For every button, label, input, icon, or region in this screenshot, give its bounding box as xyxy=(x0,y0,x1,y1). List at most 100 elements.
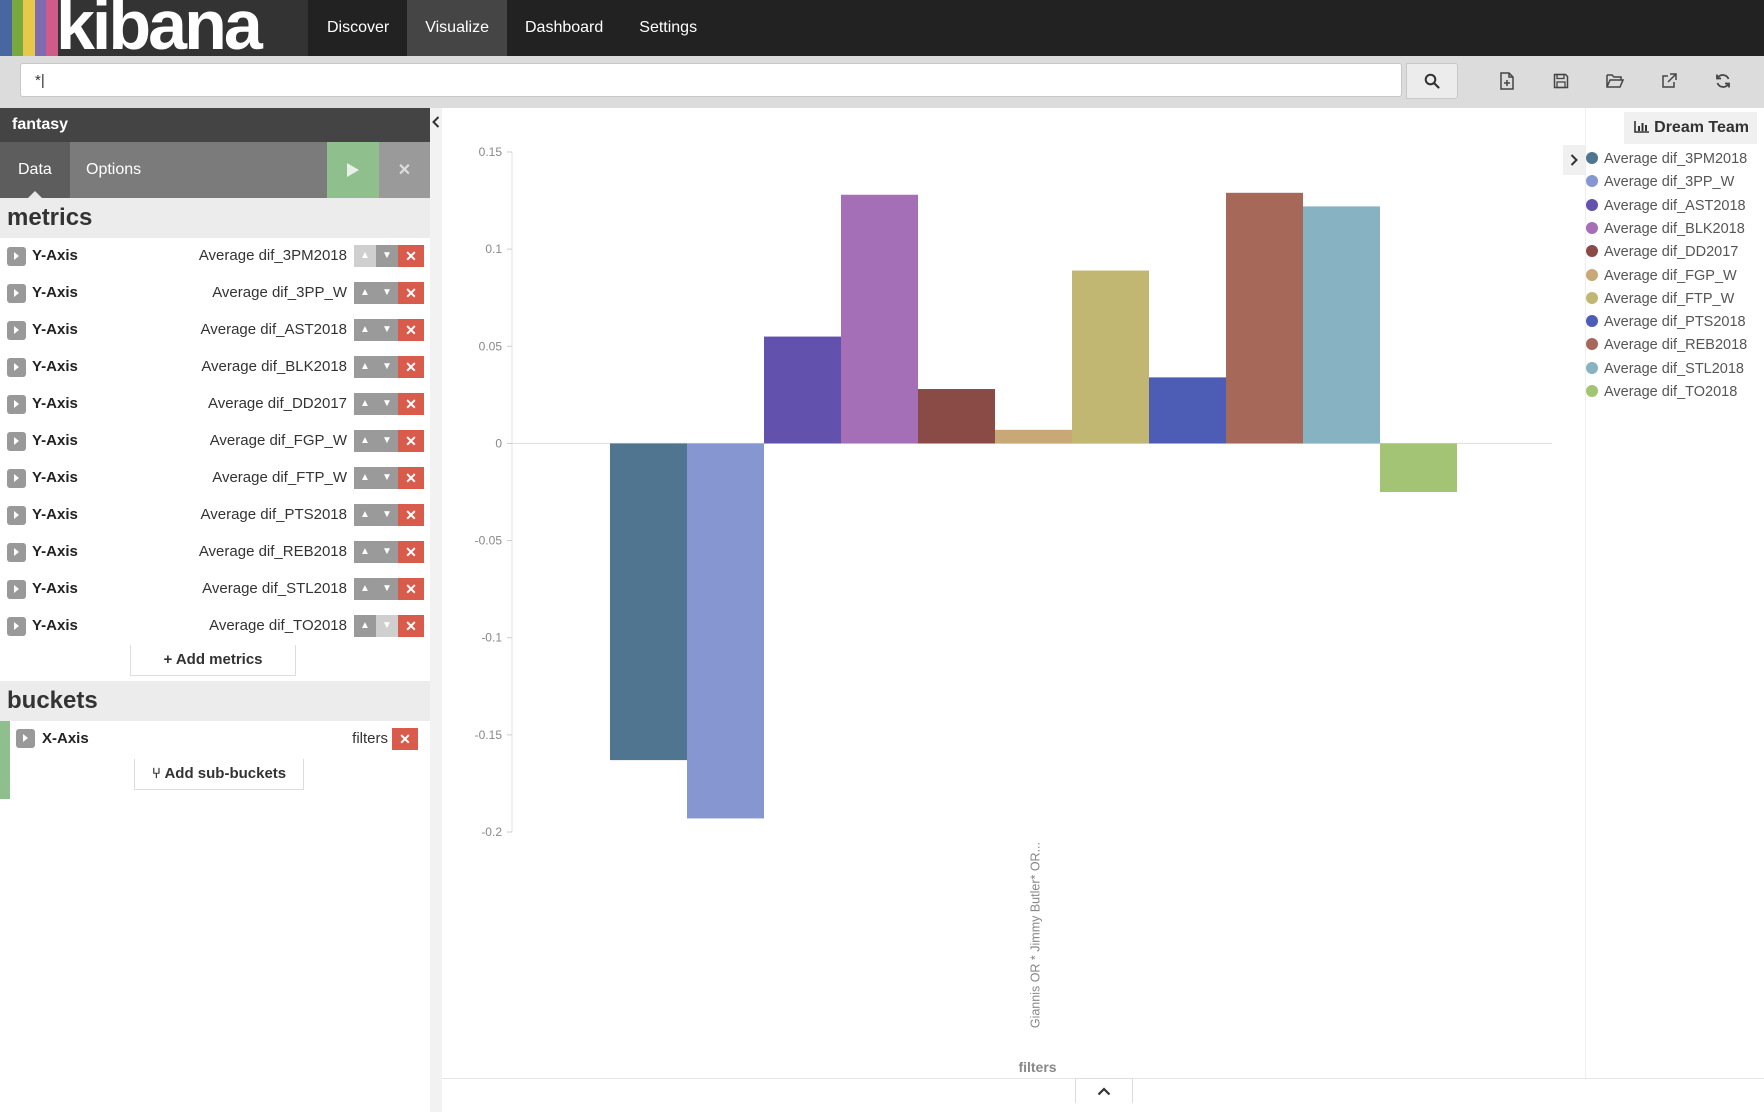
legend-item-label: Average dif_FGP_W xyxy=(1604,267,1737,284)
move-up-button[interactable]: ▲ xyxy=(354,430,376,452)
legend-item[interactable]: Average dif_TO2018 xyxy=(1586,384,1737,407)
nav-visualize[interactable]: Visualize xyxy=(407,0,507,56)
expand-icon[interactable] xyxy=(7,580,26,599)
metric-row[interactable]: Y-Axis Average dif_3PM2018 ▲ ▼ ✕ xyxy=(0,238,430,275)
metric-row[interactable]: Y-Axis Average dif_3PP_W ▲ ▼ ✕ xyxy=(0,275,430,312)
remove-metric-button[interactable]: ✕ xyxy=(398,615,424,637)
add-metrics-button[interactable]: + Add metrics xyxy=(130,645,296,676)
legend-toggle-button[interactable] xyxy=(1563,145,1585,175)
move-up-button[interactable]: ▲ xyxy=(354,504,376,526)
remove-metric-button[interactable]: ✕ xyxy=(398,504,424,526)
refresh-icon[interactable] xyxy=(1696,66,1750,96)
remove-metric-button[interactable]: ✕ xyxy=(398,430,424,452)
move-down-button[interactable]: ▼ xyxy=(376,430,398,452)
play-icon xyxy=(347,163,359,177)
tab-options[interactable]: Options xyxy=(86,161,142,178)
remove-metric-button[interactable]: ✕ xyxy=(398,319,424,341)
move-up-button[interactable]: ▲ xyxy=(354,578,376,600)
main-nav: Discover Visualize Dashboard Settings xyxy=(309,0,715,56)
bucket-row-x-axis[interactable]: X-Axis filters ✕ xyxy=(0,721,430,759)
nav-discover[interactable]: Discover xyxy=(327,19,390,36)
remove-metric-button[interactable]: ✕ xyxy=(398,245,424,267)
logo-stripe xyxy=(46,0,58,56)
move-down-button[interactable]: ▼ xyxy=(376,356,398,378)
legend-item[interactable]: Average dif_STL2018 xyxy=(1586,361,1744,384)
move-up-button[interactable]: ▲ xyxy=(354,393,376,415)
open-icon[interactable] xyxy=(1588,66,1642,96)
expand-icon[interactable] xyxy=(7,469,26,488)
move-up-button[interactable]: ▲ xyxy=(354,319,376,341)
legend-item[interactable]: Average dif_3PP_W xyxy=(1586,174,1734,197)
expand-icon[interactable] xyxy=(7,617,26,636)
remove-metric-button[interactable]: ✕ xyxy=(398,467,424,489)
move-up-button[interactable]: ▲ xyxy=(354,282,376,304)
expand-icon[interactable] xyxy=(7,506,26,525)
expand-icon[interactable] xyxy=(16,729,35,748)
share-icon[interactable] xyxy=(1642,66,1696,96)
metric-row[interactable]: Y-Axis Average dif_BLK2018 ▲ ▼ ✕ xyxy=(0,349,430,386)
remove-metric-button[interactable]: ✕ xyxy=(398,578,424,600)
nav-settings[interactable]: Settings xyxy=(639,19,698,36)
move-up-button[interactable]: ▲ xyxy=(354,356,376,378)
spy-toggle-button[interactable] xyxy=(1075,1078,1133,1103)
expand-icon[interactable] xyxy=(7,432,26,451)
search-button[interactable] xyxy=(1406,63,1458,99)
remove-bucket-button[interactable]: ✕ xyxy=(392,728,418,750)
legend-item[interactable]: Average dif_3PM2018 xyxy=(1586,151,1747,174)
move-down-button[interactable]: ▼ xyxy=(376,467,398,489)
remove-metric-button[interactable]: ✕ xyxy=(398,393,424,415)
new-visualization-icon[interactable] xyxy=(1480,66,1534,96)
expand-icon[interactable] xyxy=(7,395,26,414)
tab-data[interactable]: Data xyxy=(0,142,70,198)
metric-row[interactable]: Y-Axis Average dif_STL2018 ▲ ▼ ✕ xyxy=(0,571,430,608)
move-down-button[interactable]: ▼ xyxy=(376,319,398,341)
close-icon: ✕ xyxy=(397,162,412,179)
metric-row[interactable]: Y-Axis Average dif_PTS2018 ▲ ▼ ✕ xyxy=(0,497,430,534)
legend-item[interactable]: Average dif_PTS2018 xyxy=(1586,314,1746,337)
legend-item[interactable]: Average dif_BLK2018 xyxy=(1586,221,1745,244)
metric-type-label: Y-Axis xyxy=(32,432,78,449)
metric-row[interactable]: Y-Axis Average dif_DD2017 ▲ ▼ ✕ xyxy=(0,386,430,423)
nav-dashboard[interactable]: Dashboard xyxy=(524,19,604,36)
move-down-button[interactable]: ▼ xyxy=(376,615,398,637)
move-up-button[interactable]: ▲ xyxy=(354,245,376,267)
expand-icon[interactable] xyxy=(7,321,26,340)
move-down-button[interactable]: ▼ xyxy=(376,393,398,415)
remove-metric-button[interactable]: ✕ xyxy=(398,541,424,563)
expand-icon[interactable] xyxy=(7,543,26,562)
metric-row[interactable]: Y-Axis Average dif_AST2018 ▲ ▼ ✕ xyxy=(0,312,430,349)
legend-item[interactable]: Average dif_FTP_W xyxy=(1586,291,1734,314)
collapse-sidebar-button[interactable] xyxy=(430,108,442,136)
metric-row[interactable]: Y-Axis Average dif_FGP_W ▲ ▼ ✕ xyxy=(0,423,430,460)
move-down-button[interactable]: ▼ xyxy=(376,541,398,563)
discard-changes-button[interactable]: ✕ xyxy=(379,142,430,198)
move-up-button[interactable]: ▲ xyxy=(354,615,376,637)
legend-item[interactable]: Average dif_AST2018 xyxy=(1586,198,1746,221)
expand-icon[interactable] xyxy=(7,358,26,377)
move-down-button[interactable]: ▼ xyxy=(376,504,398,526)
remove-metric-button[interactable]: ✕ xyxy=(398,356,424,378)
remove-metric-button[interactable]: ✕ xyxy=(398,282,424,304)
metric-row[interactable]: Y-Axis Average dif_TO2018 ▲ ▼ ✕ xyxy=(0,608,430,645)
legend-item[interactable]: Average dif_FGP_W xyxy=(1586,268,1737,291)
y-tick-label: 0 xyxy=(495,436,502,450)
move-up-button[interactable]: ▲ xyxy=(354,467,376,489)
legend-item[interactable]: Average dif_DD2017 xyxy=(1586,244,1738,267)
add-sub-buckets-button[interactable]: ⑂ Add sub-buckets xyxy=(134,759,304,790)
metric-row[interactable]: Y-Axis Average dif_FTP_W ▲ ▼ ✕ xyxy=(0,460,430,497)
move-up-button[interactable]: ▲ xyxy=(354,541,376,563)
legend-item-label: Average dif_PTS2018 xyxy=(1604,314,1746,331)
metric-row[interactable]: Y-Axis Average dif_REB2018 ▲ ▼ ✕ xyxy=(0,534,430,571)
move-down-button[interactable]: ▼ xyxy=(376,282,398,304)
apply-changes-button[interactable] xyxy=(327,142,379,198)
legend-item[interactable]: Average dif_REB2018 xyxy=(1586,337,1747,360)
move-down-button[interactable]: ▼ xyxy=(376,578,398,600)
expand-icon[interactable] xyxy=(7,247,26,266)
search-input[interactable]: *| xyxy=(20,63,1402,97)
save-icon[interactable] xyxy=(1534,66,1588,96)
x-category-label: Giannis OR * Jimmy Butler* OR... xyxy=(1029,842,1043,1028)
caret-down-icon: ▼ xyxy=(382,287,392,298)
move-down-button[interactable]: ▼ xyxy=(376,245,398,267)
logo-area[interactable]: kibana xyxy=(0,0,308,60)
expand-icon[interactable] xyxy=(7,284,26,303)
